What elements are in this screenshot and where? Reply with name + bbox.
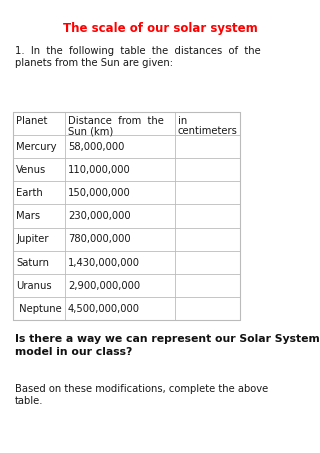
Text: Is there a way we can represent our Solar System: Is there a way we can represent our Sola… bbox=[15, 334, 320, 344]
Text: 58,000,000: 58,000,000 bbox=[68, 142, 124, 152]
Bar bbox=[13, 112, 240, 320]
Text: Planet: Planet bbox=[16, 116, 47, 126]
Text: Neptune: Neptune bbox=[16, 304, 62, 314]
Text: centimeters: centimeters bbox=[178, 126, 238, 136]
Text: Based on these modifications, complete the above: Based on these modifications, complete t… bbox=[15, 384, 268, 394]
Text: 110,000,000: 110,000,000 bbox=[68, 165, 131, 175]
Text: Sun (km): Sun (km) bbox=[68, 126, 113, 136]
Text: Distance  from  the: Distance from the bbox=[68, 116, 164, 126]
Text: The scale of our solar system: The scale of our solar system bbox=[63, 22, 257, 35]
Text: Saturn: Saturn bbox=[16, 258, 49, 268]
Text: Mars: Mars bbox=[16, 212, 40, 222]
Text: Venus: Venus bbox=[16, 165, 46, 175]
Text: Jupiter: Jupiter bbox=[16, 235, 49, 245]
Text: 2,900,000,000: 2,900,000,000 bbox=[68, 281, 140, 291]
Text: table.: table. bbox=[15, 396, 44, 406]
Text: planets from the Sun are given:: planets from the Sun are given: bbox=[15, 58, 173, 68]
Text: 150,000,000: 150,000,000 bbox=[68, 188, 131, 198]
Text: in: in bbox=[178, 116, 187, 126]
Text: Uranus: Uranus bbox=[16, 281, 52, 291]
Text: 4,500,000,000: 4,500,000,000 bbox=[68, 304, 140, 314]
Text: 1.  In  the  following  table  the  distances  of  the: 1. In the following table the distances … bbox=[15, 46, 261, 56]
Text: Mercury: Mercury bbox=[16, 142, 57, 152]
Text: model in our class?: model in our class? bbox=[15, 347, 132, 357]
Text: Earth: Earth bbox=[16, 188, 43, 198]
Text: 780,000,000: 780,000,000 bbox=[68, 235, 131, 245]
Text: 1,430,000,000: 1,430,000,000 bbox=[68, 258, 140, 268]
Text: 230,000,000: 230,000,000 bbox=[68, 212, 131, 222]
